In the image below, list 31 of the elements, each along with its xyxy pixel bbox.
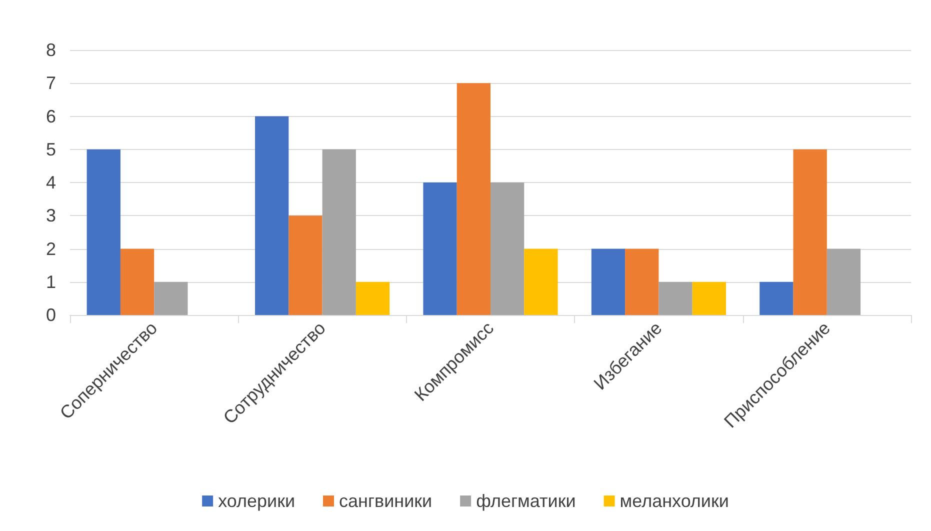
bar (760, 282, 794, 315)
y-tick-label: 7 (46, 73, 56, 94)
y-tick-label: 2 (46, 238, 56, 259)
bar (356, 282, 390, 315)
y-tick-label: 0 (46, 305, 56, 325)
bar (322, 149, 356, 315)
bar (255, 116, 289, 315)
legend-label: сангвиники (339, 491, 432, 511)
bar (456, 83, 490, 315)
y-tick-label: 3 (46, 206, 56, 226)
y-tick-label: 1 (46, 272, 56, 292)
legend-label: флегматики (476, 491, 576, 511)
bar (826, 248, 861, 315)
bar (625, 248, 659, 315)
bar (793, 149, 827, 315)
legend-label: меланхолики (620, 491, 729, 511)
bar (692, 282, 726, 315)
bar (591, 248, 626, 315)
bar (86, 149, 120, 315)
bar (288, 216, 322, 315)
legend-label: холерики (218, 491, 296, 511)
y-tick-label: 8 (46, 40, 56, 60)
y-tick-label: 5 (46, 139, 56, 160)
bar (120, 248, 154, 315)
bar (490, 182, 524, 315)
bar (658, 282, 692, 315)
bar (154, 282, 188, 315)
bar (423, 182, 457, 315)
y-tick-label: 6 (46, 106, 56, 126)
bar (524, 248, 558, 315)
y-tick-label: 4 (46, 172, 56, 192)
